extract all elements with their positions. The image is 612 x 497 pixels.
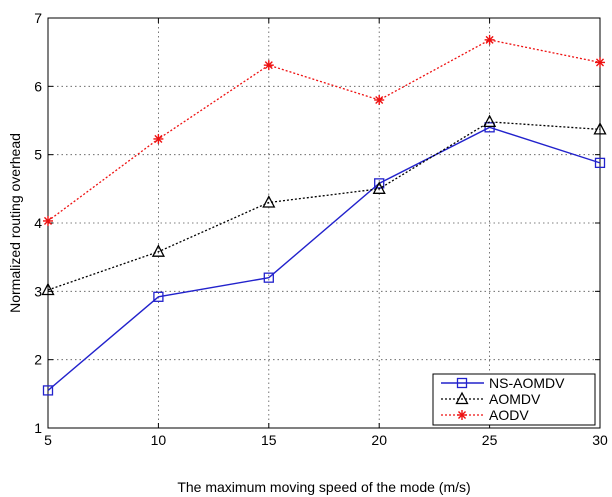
x-axis-label: The maximum moving speed of the mode (m/… <box>177 479 470 495</box>
data-point <box>262 195 276 208</box>
series-aomdv <box>41 114 607 296</box>
data-point <box>484 122 495 133</box>
data-point <box>41 282 55 296</box>
y-tick-label: 2 <box>34 352 42 368</box>
legend-item: NS-AOMDV <box>441 375 565 391</box>
grid <box>48 18 600 428</box>
x-tick-label: 15 <box>261 432 277 448</box>
data-point <box>153 291 164 302</box>
series-ns-aomdv <box>42 122 606 396</box>
y-axis-label: Normalized routing overhead <box>7 133 23 313</box>
star-stroke <box>485 35 494 44</box>
x-tick-label: 10 <box>151 432 167 448</box>
data-point <box>483 114 497 128</box>
data-point <box>263 60 274 71</box>
y-tick-label: 3 <box>34 283 42 299</box>
data-point <box>372 181 386 194</box>
star-stroke <box>154 134 163 143</box>
star-stroke <box>43 216 53 225</box>
legend-marker <box>455 391 469 405</box>
star-stroke <box>457 410 467 420</box>
star-stroke <box>595 58 605 67</box>
series-line <box>47 126 601 391</box>
x-tick-label: 20 <box>371 432 387 448</box>
star-stroke <box>264 61 273 70</box>
star-stroke <box>375 95 384 105</box>
series-line <box>47 39 601 222</box>
data-point <box>595 57 605 68</box>
data-point <box>484 34 495 45</box>
legend-marker <box>456 377 468 389</box>
legend-label: NS-AOMDV <box>489 375 565 391</box>
legend-marker <box>457 410 467 420</box>
series-aodv <box>43 34 605 226</box>
series-group <box>41 34 607 396</box>
y-tick-label: 4 <box>34 215 42 231</box>
data-point <box>153 133 164 144</box>
x-tick-label: 30 <box>592 432 608 448</box>
legend-label: AODV <box>489 407 529 423</box>
legend-item: AODV <box>441 407 529 423</box>
data-point <box>43 215 53 226</box>
y-tick-label: 7 <box>34 10 42 26</box>
data-point <box>263 272 274 283</box>
data-point <box>42 385 54 396</box>
x-tick-label: 5 <box>44 432 52 448</box>
y-tick-label: 6 <box>34 78 42 94</box>
data-point <box>374 95 385 105</box>
y-tick-label: 5 <box>34 147 42 163</box>
data-point <box>593 121 607 135</box>
data-point <box>151 244 165 257</box>
series-line <box>47 121 601 291</box>
x-tick-label: 25 <box>482 432 498 448</box>
legend-label: AOMDV <box>489 391 541 407</box>
data-point <box>594 157 606 169</box>
data-point <box>374 178 385 189</box>
y-tick-label: 1 <box>34 420 42 436</box>
legend-item: AOMDV <box>441 391 541 407</box>
